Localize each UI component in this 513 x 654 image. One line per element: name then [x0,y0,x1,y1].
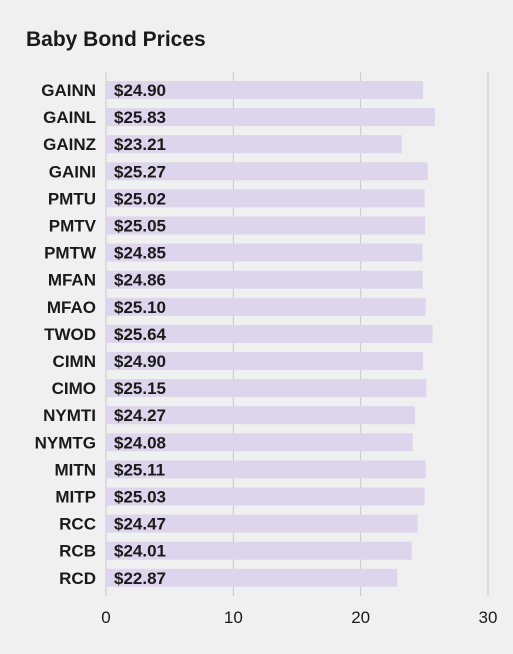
value-label-gainz: $23.21 [114,135,166,154]
bar-mfan [106,270,423,289]
category-label-rcb: RCB [59,542,96,561]
value-label-gaini: $25.27 [114,162,166,181]
bar-rcd [106,568,398,587]
category-label-nymti: NYMTI [43,406,96,425]
category-label-pmtu: PMTU [48,189,96,208]
value-label-pmtu: $25.02 [114,189,166,208]
bar-mitp [106,487,425,506]
bar-twod [106,324,433,343]
bar-cimo [106,379,427,398]
value-label-gainn: $24.90 [114,81,166,100]
category-label-pmtv: PMTV [49,217,97,236]
bar-cimn [106,352,424,370]
category-label-gainz: GAINZ [43,135,96,154]
bar-pmtw [106,243,423,262]
category-label-gaini: GAINI [49,162,96,181]
value-label-cimn: $24.90 [114,352,166,371]
value-label-mitn: $25.11 [114,460,165,479]
value-label-gainl: $25.83 [114,108,166,127]
category-label-gainl: GAINL [43,108,96,127]
value-label-nymti: $24.27 [114,406,166,425]
category-label-rcd: RCD [59,569,96,588]
category-label-cimo: CIMO [52,379,96,398]
category-label-mitn: MITN [54,460,96,479]
category-label-mfan: MFAN [48,271,96,290]
x-tick-label-10: 10 [224,608,243,627]
bar-rcb [106,541,412,560]
value-label-mfan: $24.86 [114,271,166,290]
bar-pmtu [106,189,425,208]
bar-pmtv [106,216,425,235]
bar-gainl [106,108,435,127]
value-label-nymtg: $24.08 [114,433,166,452]
bar-nymtg [106,433,413,452]
category-label-mfao: MFAO [47,298,96,317]
bar-gainn [106,81,424,99]
value-label-mfao: $25.10 [114,298,166,317]
category-label-gainn: GAINN [41,81,96,100]
category-label-mitp: MITP [55,488,96,507]
value-label-mitp: $25.03 [114,488,166,507]
category-label-nymtg: NYMTG [35,433,96,452]
x-tick-label-20: 20 [351,608,370,627]
value-label-pmtv: $25.05 [114,217,166,236]
category-label-twod: TWOD [44,325,96,344]
category-label-rcc: RCC [59,515,96,534]
x-tick-label-30: 30 [479,608,498,627]
x-tick-label-0: 0 [101,608,110,627]
value-label-pmtw: $24.85 [114,244,166,263]
value-label-rcc: $24.47 [114,515,166,534]
value-label-rcd: $22.87 [114,569,166,588]
bar-gainz [106,135,402,154]
bar-rcc [106,514,418,533]
bar-mfao [106,297,426,316]
value-label-twod: $25.64 [114,325,167,344]
category-label-cimn: CIMN [53,352,96,371]
bar-gaini [106,162,428,181]
bar-mitn [106,460,426,479]
chart-title: Baby Bond Prices [26,28,206,51]
value-label-rcb: $24.01 [114,542,166,561]
bar-nymti [106,406,416,425]
category-label-pmtw: PMTW [44,244,97,263]
value-label-cimo: $25.15 [114,379,166,398]
